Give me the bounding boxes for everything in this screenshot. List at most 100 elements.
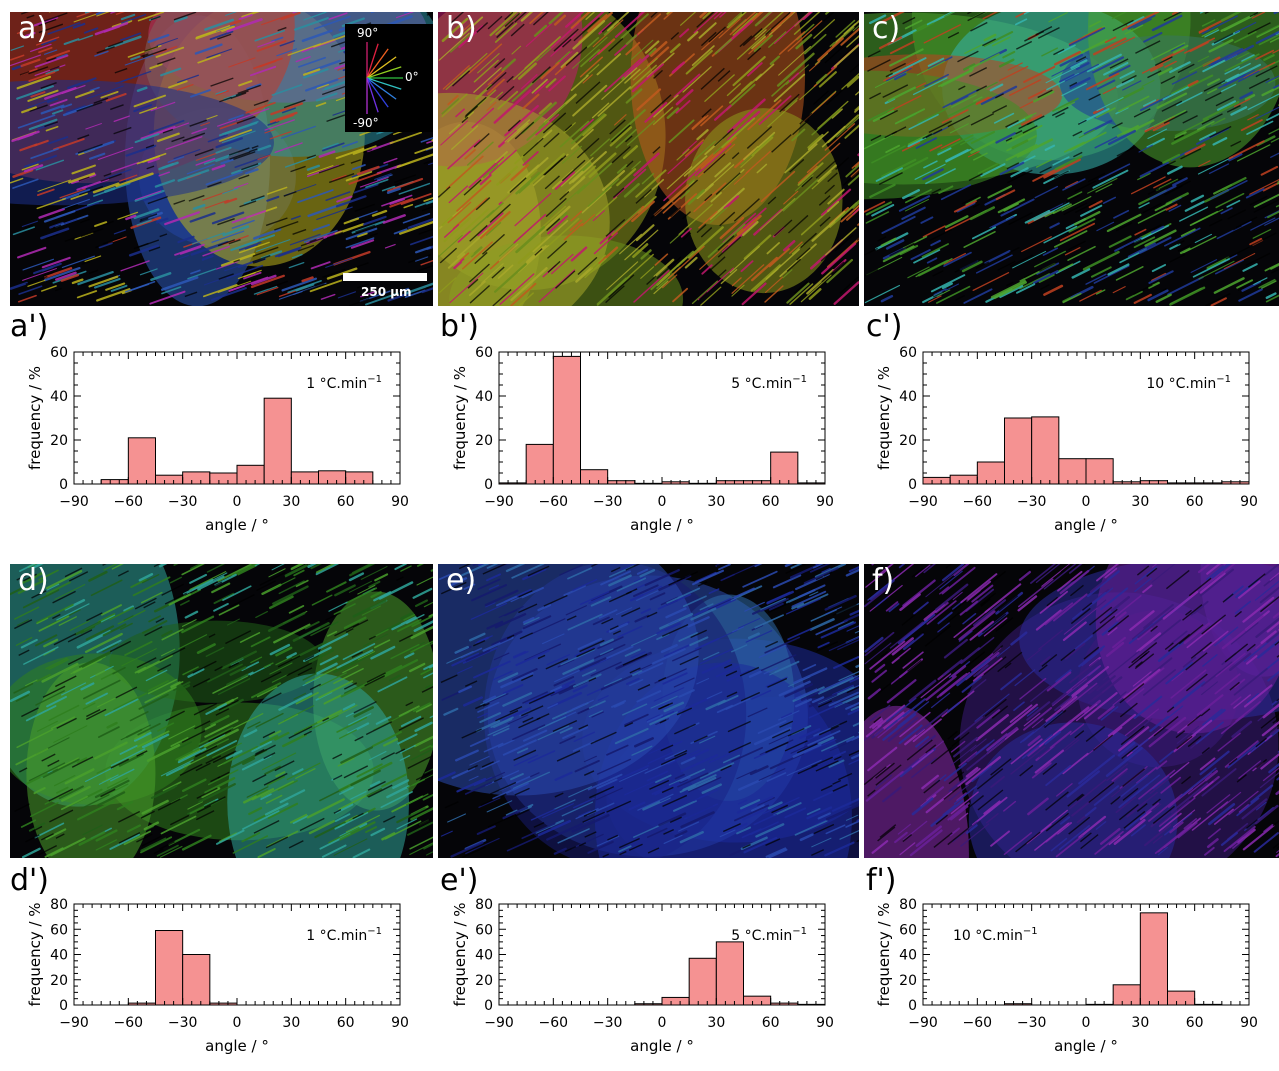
lamella-stroke [699,603,714,611]
lamella-stroke [502,806,529,820]
lamella-stroke [902,820,928,841]
lamella-stroke [1186,619,1223,649]
lamella-stroke [965,756,1001,786]
lamella-gap [1168,633,1191,652]
lamella-stroke [680,756,696,765]
lamella-stroke [1044,210,1055,218]
lamella-gap [208,633,216,638]
lamella-stroke [542,803,574,819]
lamella-stroke [156,844,179,857]
lamella-gap [274,760,295,772]
lamella-stroke [1218,661,1233,673]
lamella-stroke [789,283,814,305]
lamella-stroke [693,140,716,162]
lamella-stroke [971,226,997,240]
lamella-stroke [1168,204,1182,212]
lamella-stroke [846,75,859,88]
lamella-stroke [588,152,617,178]
lamella-stroke [25,772,48,785]
lamella-stroke [43,638,59,648]
x-tick-label: −90 [908,494,938,510]
lamella-stroke [213,592,235,605]
lamella-gap [818,195,831,206]
lamella-gap [771,134,792,153]
lamella-stroke [560,157,594,187]
lamella-gap [1024,267,1043,279]
lamella-stroke [538,269,576,303]
lamella-stroke [885,239,905,250]
lamella-stroke [200,122,210,127]
lamella-stroke [678,631,699,642]
lamella-gap [954,260,979,273]
lamella-stroke [339,729,357,739]
lamella-stroke [494,612,527,629]
lamella-stroke [1010,631,1028,646]
lamella-stroke [117,609,146,625]
lamella-stroke [110,284,128,292]
lamella-stroke [374,173,392,181]
lamella-stroke [1015,12,1028,18]
lamella-stroke [1158,797,1196,827]
lamella-stroke [338,793,371,811]
lamella-stroke [563,222,584,241]
lamella-stroke [326,267,358,280]
lamella-stroke [377,676,408,693]
lamella-gap [93,97,109,104]
lamella-stroke [229,19,242,26]
lamella-stroke [195,157,216,166]
lamella-stroke [22,258,55,271]
lamella-stroke [716,704,734,714]
lamella-stroke [394,564,407,571]
x-tick-label: 30 [282,494,300,510]
lamella-stroke [268,568,286,578]
lamella-gap [42,685,66,698]
lamella-gap [932,270,944,277]
lamella-stroke [1148,716,1187,748]
lamella-stroke [178,684,191,692]
lamella-stroke [260,793,272,800]
lamella-gap [228,662,239,669]
lamella-stroke [289,813,308,824]
lamella-stroke [523,617,540,626]
lamella-stroke [1210,297,1227,306]
lamella-gap [947,31,960,39]
lamella-stroke [624,229,659,261]
lamella-gap [765,640,779,648]
lamella-stroke [429,715,433,719]
lamella-stroke [120,13,136,21]
lamella-stroke [113,692,148,711]
lamella-stroke [126,824,141,833]
lamella-stroke [290,215,301,220]
lamella-stroke [522,568,547,581]
lamella-stroke [935,583,969,611]
lamella-gap [589,785,615,799]
lamella-stroke [226,618,240,626]
lamella-stroke [760,597,789,612]
lamella-gap [398,634,413,643]
lamella-stroke [36,197,66,210]
lamella-gap [1074,180,1097,193]
lamella-stroke [238,241,270,254]
lamella-stroke [1220,14,1255,33]
lamella-stroke [554,771,573,781]
lamella-stroke [1111,768,1148,798]
lamella-stroke [882,786,902,803]
lamella-gap [947,827,969,846]
lamella-stroke [1196,694,1224,717]
lamella-gap [682,211,692,220]
lamella-gap [147,195,168,205]
lamella-stroke [629,64,657,90]
lamella-gap [591,564,599,567]
lamella-stroke [673,73,701,98]
lamella-gap [1163,160,1176,168]
lamella-gap [682,232,692,241]
lamella-stroke [897,156,929,174]
lamella-stroke [1073,38,1108,58]
lamella-stroke [927,57,945,67]
lamella-stroke [897,613,936,645]
lamella-stroke [271,564,285,571]
lamella-stroke [748,670,762,678]
lamella-stroke [939,672,968,696]
lamella-stroke [253,228,282,240]
lamella-stroke [1054,155,1083,171]
